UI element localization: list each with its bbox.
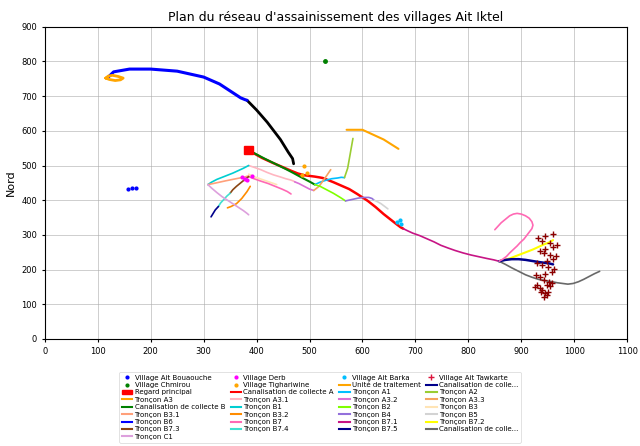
Title: Plan du réseau d'assainissement des villages Ait Iktel: Plan du réseau d'assainissement des vill… (168, 11, 504, 24)
Legend: Village Ait Bouaouche, Village Chmirou, Regard principal, Tronçon A3, Canalisati: Village Ait Bouaouche, Village Chmirou, … (119, 372, 521, 442)
Bar (244, 146, 253, 154)
Y-axis label: Nord: Nord (6, 169, 16, 196)
